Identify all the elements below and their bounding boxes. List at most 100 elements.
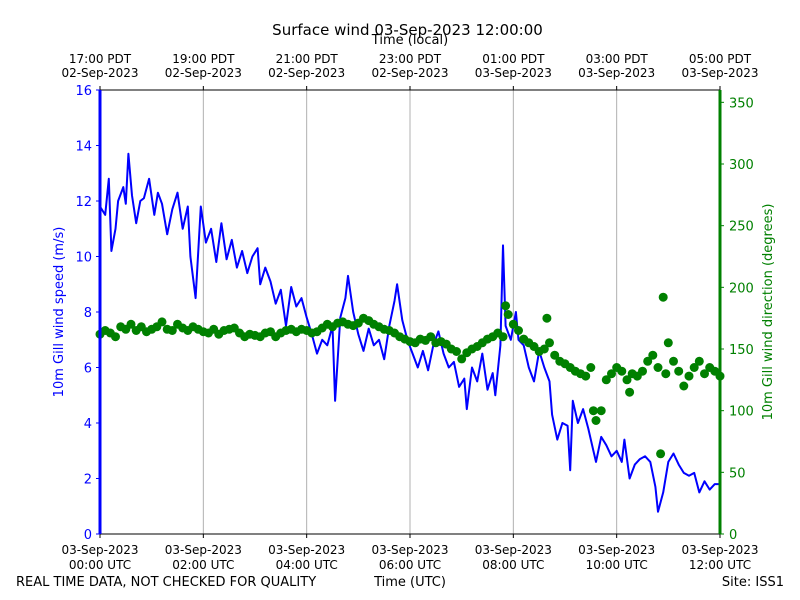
left-y-ticks: 0 2 4 6 8 10 12 14 16 xyxy=(75,84,100,543)
direction-point xyxy=(684,371,694,381)
top-tick-date: 03-Sep-2023 xyxy=(578,66,655,80)
left-y-axis-label: 10m Gill wind speed (m/s) xyxy=(52,227,67,398)
top-tick-time: 17:00 PDT xyxy=(69,52,132,66)
data-disclaimer: REAL TIME DATA, NOT CHECKED FOR QUALITY xyxy=(16,575,317,590)
x-tick-date: 03-Sep-2023 xyxy=(681,543,758,557)
y2-tick-label: 300 xyxy=(729,158,754,173)
top-tick-time: 03:00 PDT xyxy=(586,52,649,66)
direction-point xyxy=(545,338,554,348)
direction-point xyxy=(596,406,606,416)
direction-point xyxy=(588,406,598,416)
direction-point xyxy=(689,363,699,372)
direction-point xyxy=(674,366,684,376)
y-tick-label: 2 xyxy=(84,473,92,488)
y2-tick-label: 0 xyxy=(729,528,737,543)
direction-point xyxy=(694,356,704,366)
x-tick-date: 03-Sep-2023 xyxy=(61,543,138,557)
top-tick-date: 02-Sep-2023 xyxy=(268,66,345,80)
direction-point xyxy=(625,387,635,397)
direction-point xyxy=(542,313,552,323)
direction-point xyxy=(591,416,601,425)
direction-point xyxy=(457,354,467,364)
x-tick-date: 03-Sep-2023 xyxy=(371,543,448,557)
y-tick-label: 6 xyxy=(84,362,92,377)
direction-point xyxy=(653,363,663,372)
direction-point xyxy=(669,356,678,366)
top-tick-date: 02-Sep-2023 xyxy=(61,66,138,80)
right-y-ticks: 0 50 100 150 200 250 300 350 xyxy=(720,96,754,543)
direction-point xyxy=(514,326,523,335)
top-tick-time: 01:00 PDT xyxy=(482,52,545,66)
direction-point xyxy=(656,449,666,459)
x-tick-time: 00:00 UTC xyxy=(69,558,131,572)
x-tick-date: 03-Sep-2023 xyxy=(578,543,655,557)
y2-tick-label: 50 xyxy=(729,466,746,481)
direction-point xyxy=(679,381,689,391)
y-tick-label: 0 xyxy=(84,528,92,543)
y2-tick-label: 150 xyxy=(729,343,754,358)
grid-lines xyxy=(99,90,721,534)
direction-point xyxy=(550,350,560,360)
x-tick-time: 10:00 UTC xyxy=(586,558,648,572)
y2-tick-label: 250 xyxy=(729,220,754,235)
top-tick-date: 02-Sep-2023 xyxy=(165,66,242,80)
wind-direction-series xyxy=(95,292,725,459)
x-tick-time: 06:00 UTC xyxy=(379,558,441,572)
direction-point xyxy=(617,366,627,376)
direction-point xyxy=(658,292,668,302)
direction-point xyxy=(661,369,671,379)
direction-point xyxy=(607,369,616,379)
direction-point xyxy=(663,338,673,348)
direction-point xyxy=(508,319,518,329)
direction-point xyxy=(126,319,136,329)
direction-point xyxy=(643,356,653,366)
top-tick-date: 03-Sep-2023 xyxy=(475,66,552,80)
direction-point xyxy=(601,375,611,385)
direction-point xyxy=(581,371,591,381)
top-tick-date: 03-Sep-2023 xyxy=(681,66,758,80)
direction-point xyxy=(498,332,508,342)
y-tick-label: 14 xyxy=(75,140,92,155)
chart-title: Surface wind 03-Sep-2023 12:00:00 xyxy=(272,21,543,39)
y-tick-label: 10 xyxy=(75,251,92,266)
top-axis-label: Time (local) xyxy=(371,33,449,48)
direction-point xyxy=(503,310,513,319)
y2-tick-label: 200 xyxy=(729,281,754,296)
direction-point xyxy=(586,363,596,372)
x-tick-date: 03-Sep-2023 xyxy=(165,543,242,557)
direction-point xyxy=(157,317,167,327)
top-tick-time: 19:00 PDT xyxy=(172,52,235,66)
direction-point xyxy=(452,347,461,356)
x-tick-time: 08:00 UTC xyxy=(482,558,544,572)
top-tick-date: 02-Sep-2023 xyxy=(371,66,448,80)
y-tick-label: 4 xyxy=(84,417,92,432)
direction-point xyxy=(539,344,549,354)
x-tick-time: 12:00 UTC xyxy=(689,558,751,572)
site-label: Site: ISS1 xyxy=(721,575,784,590)
top-tick-time: 05:00 PDT xyxy=(689,52,752,66)
direction-point xyxy=(648,350,658,360)
direction-point xyxy=(700,369,709,379)
y2-tick-label: 100 xyxy=(729,405,754,420)
direction-point xyxy=(501,301,511,311)
x-tick-date: 03-Sep-2023 xyxy=(268,543,345,557)
top-tick-time: 23:00 PDT xyxy=(379,52,442,66)
right-y-axis-label: 10m Gill wind direction (degrees) xyxy=(761,204,776,421)
y-tick-label: 16 xyxy=(75,84,92,99)
y-tick-label: 8 xyxy=(84,306,92,321)
top-tick-time: 21:00 PDT xyxy=(276,52,339,66)
y-tick-label: 12 xyxy=(75,195,92,210)
direction-point xyxy=(111,332,120,342)
direction-point xyxy=(426,332,436,342)
x-tick-date: 03-Sep-2023 xyxy=(475,543,552,557)
direction-point xyxy=(167,326,177,335)
x-tick-time: 04:00 UTC xyxy=(276,558,338,572)
direction-point xyxy=(622,375,632,385)
x-tick-time: 02:00 UTC xyxy=(172,558,234,572)
y2-tick-label: 350 xyxy=(729,96,754,111)
direction-point xyxy=(638,366,647,376)
x-axis-label: Time (UTC) xyxy=(374,575,446,590)
